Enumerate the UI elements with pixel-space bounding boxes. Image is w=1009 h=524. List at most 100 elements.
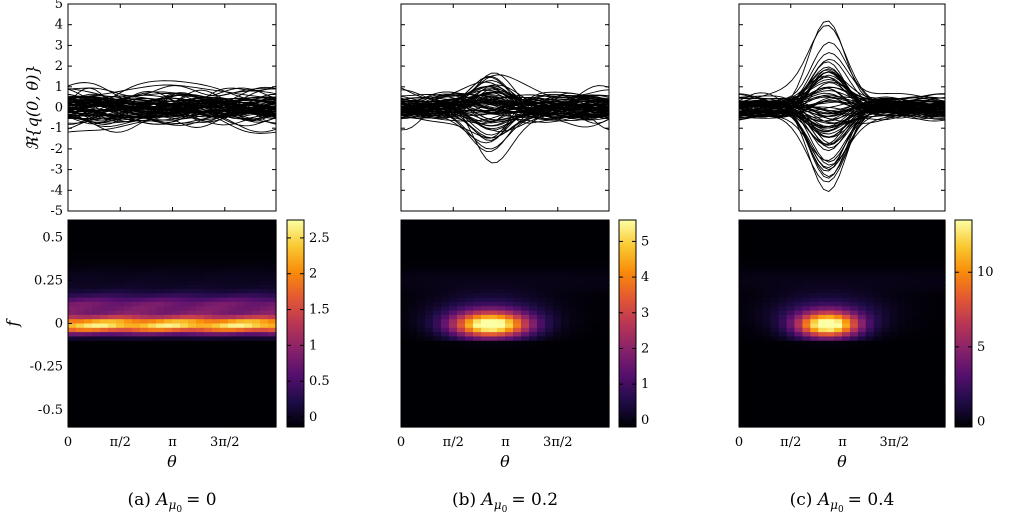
heatmap-cell bbox=[810, 245, 819, 251]
heatmap-cell bbox=[802, 254, 811, 260]
heatmap-cell bbox=[762, 228, 772, 234]
heatmap-cell bbox=[497, 362, 506, 368]
heatmap-cell bbox=[529, 405, 538, 411]
heatmap-cell bbox=[497, 332, 506, 338]
heatmap-cell bbox=[873, 401, 883, 407]
heatmap-cell bbox=[433, 284, 442, 290]
heatmap-cell bbox=[465, 370, 474, 376]
heatmap-cell bbox=[425, 232, 434, 238]
colorbar-tick-label: 2 bbox=[309, 267, 317, 282]
heatmap-cell bbox=[449, 220, 458, 225]
heatmap-cell bbox=[124, 409, 133, 415]
heatmap-cell bbox=[124, 319, 133, 325]
heatmap-cell bbox=[164, 250, 173, 256]
heatmap-cell bbox=[268, 293, 277, 299]
heatmap-cell bbox=[834, 414, 843, 419]
heatmap-cell bbox=[826, 345, 835, 350]
heatmap-cell bbox=[433, 297, 442, 303]
heatmap-cell bbox=[164, 392, 173, 398]
heatmap-cell bbox=[505, 250, 514, 256]
heatmap-cell bbox=[529, 422, 538, 428]
heatmap-cell bbox=[537, 358, 546, 363]
heatmap-cell bbox=[913, 237, 922, 243]
heatmap-cell bbox=[849, 379, 859, 385]
heatmap-cell bbox=[425, 370, 434, 376]
heatmap-cell bbox=[842, 228, 851, 234]
heatmap-cell bbox=[778, 414, 788, 419]
heatmap-cell bbox=[457, 401, 466, 407]
heatmap-cell bbox=[212, 314, 221, 320]
heatmap-cell bbox=[561, 220, 570, 225]
heatmap-cell bbox=[921, 392, 930, 398]
heatmap-cell bbox=[601, 388, 610, 394]
heatmap-cell bbox=[794, 267, 803, 273]
heatmap-cell bbox=[754, 340, 764, 346]
heatmap-cell bbox=[196, 306, 205, 312]
heatmap-cell bbox=[180, 379, 189, 385]
heatmap-cell bbox=[889, 245, 899, 251]
heatmap-cell bbox=[164, 383, 173, 389]
heatmap-cell bbox=[746, 306, 756, 312]
heatmap-cell bbox=[457, 323, 466, 329]
heatmap-cell bbox=[425, 263, 434, 269]
heatmap-cell bbox=[865, 418, 875, 424]
heatmap-cell bbox=[929, 319, 938, 325]
heatmap-cell bbox=[505, 422, 514, 428]
heatmap-cell bbox=[489, 418, 498, 424]
heatmap-cell bbox=[481, 366, 490, 372]
heatmap-cell bbox=[762, 314, 772, 320]
heatmap-cell bbox=[489, 254, 498, 260]
heatmap-cell bbox=[881, 310, 891, 316]
heatmap-cell bbox=[929, 345, 938, 350]
heatmap-cell bbox=[204, 280, 213, 286]
heatmap-cell bbox=[100, 323, 109, 329]
heatmap-cell bbox=[585, 276, 594, 281]
heatmap-cell bbox=[849, 254, 859, 260]
heatmap-cell bbox=[786, 250, 796, 256]
heatmap-cell bbox=[252, 306, 261, 312]
y-tick-label: 5 bbox=[55, 0, 63, 12]
heatmap-cell bbox=[513, 388, 522, 394]
heatmap-cell bbox=[593, 345, 602, 350]
heatmap-cell bbox=[465, 250, 474, 256]
heatmap-cell bbox=[739, 370, 748, 376]
heatmap-cell bbox=[236, 267, 245, 273]
heatmap-cell bbox=[529, 375, 538, 381]
heatmap-cell bbox=[457, 345, 466, 350]
heatmap-cell bbox=[826, 280, 835, 286]
series-line bbox=[68, 84, 276, 98]
heatmap-cell bbox=[754, 241, 764, 247]
heatmap-cell bbox=[417, 401, 426, 407]
heatmap-cell bbox=[449, 237, 458, 243]
heatmap-cell bbox=[857, 358, 867, 363]
heatmap-cell bbox=[865, 379, 875, 385]
heatmap-cell bbox=[116, 414, 125, 419]
heatmap-cell bbox=[802, 409, 811, 415]
heatmap-cell bbox=[889, 362, 899, 368]
heatmap-cell bbox=[92, 396, 101, 402]
heatmap-cell bbox=[100, 232, 109, 238]
heatmap-cell bbox=[842, 271, 851, 277]
heatmap-cell bbox=[84, 250, 93, 256]
heatmap-cell bbox=[196, 323, 205, 329]
heatmap-cell bbox=[937, 388, 946, 394]
heatmap-cell bbox=[473, 276, 482, 281]
heatmap-cell bbox=[762, 422, 772, 428]
heatmap-cell bbox=[228, 383, 237, 389]
heatmap-cell bbox=[786, 314, 796, 320]
heatmap-cell bbox=[92, 383, 101, 389]
heatmap-cell bbox=[76, 224, 85, 230]
heatmap-cell bbox=[921, 366, 930, 372]
heatmap-cell bbox=[196, 314, 205, 320]
heatmap-cell bbox=[505, 362, 514, 368]
heatmap-cell bbox=[881, 271, 891, 277]
heatmap-cell bbox=[929, 418, 938, 424]
heatmap-cell bbox=[84, 358, 93, 363]
heatmap-cell bbox=[593, 383, 602, 389]
heatmap-cell bbox=[409, 401, 418, 407]
heatmap-cell bbox=[834, 271, 843, 277]
heatmap-cell bbox=[156, 340, 165, 346]
heatmap-cell bbox=[842, 319, 851, 325]
heatmap-cell bbox=[553, 263, 562, 269]
